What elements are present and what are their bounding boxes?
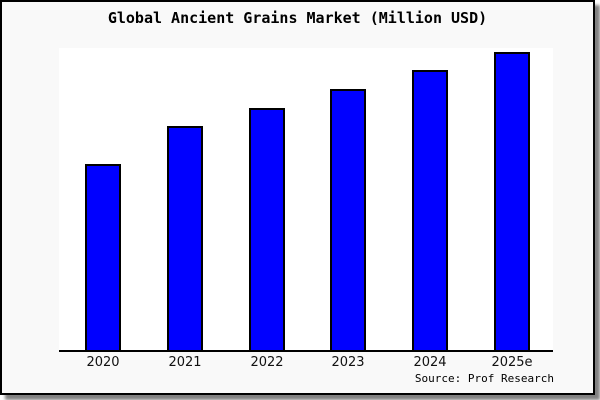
x-axis-tick-labels: 2020 2021 2022 2023 2024 2025e: [59, 355, 553, 371]
x-tick-label-2021: 2021: [168, 355, 202, 370]
plot-area: [59, 48, 553, 352]
bar-2022: [249, 108, 285, 350]
x-tick-label-2023: 2023: [331, 355, 365, 370]
x-tick-label-2025e: 2025e: [491, 355, 533, 370]
chart-title: Global Ancient Grains Market (Million US…: [107, 9, 488, 27]
bar-2023: [330, 89, 366, 350]
x-tick-label-2022: 2022: [250, 355, 284, 370]
bar-2020: [85, 164, 121, 350]
bar-2024: [412, 70, 448, 350]
bar-2021: [167, 126, 203, 350]
source-credit: Source: Prof Research: [414, 372, 554, 385]
x-tick-label-2024: 2024: [413, 355, 447, 370]
chart-frame: Global Ancient Grains Market (Million US…: [0, 0, 595, 395]
x-tick-label-2020: 2020: [86, 355, 120, 370]
bar-2025e: [494, 52, 530, 350]
